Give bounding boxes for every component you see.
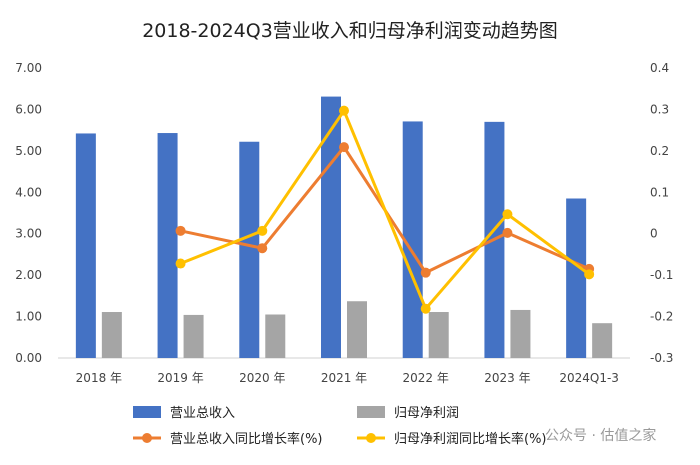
net-profit-growth-point: [175, 258, 186, 269]
x-axis-tick-label: 2018 年: [76, 371, 122, 385]
left-axis-tick-label: 6.00: [15, 102, 42, 116]
x-axis-tick-label: 2023 年: [484, 371, 530, 385]
net-profit-bar: [510, 309, 531, 358]
legend-revenue-swatch: [133, 406, 161, 418]
left-axis-tick-label: 2.00: [15, 268, 42, 282]
net-profit-growth-point: [339, 105, 349, 116]
left-axis-tick-label: 7.00: [15, 61, 42, 75]
left-axis-tick-label: 4.00: [15, 185, 42, 199]
right-axis-tick-label: 0: [650, 227, 658, 241]
revenue-bar: [566, 198, 587, 358]
net-profit-growth-point: [584, 269, 595, 280]
net-profit-growth-point: [420, 303, 431, 314]
x-axis-tick-label: 2024Q1-3: [559, 371, 619, 385]
legend-net-profit-growth-label: 归母净利润同比增长率(%): [394, 431, 547, 447]
net-profit-bar: [101, 312, 122, 358]
revenue-bar: [321, 96, 341, 358]
legend-net-profit-swatch: [357, 406, 385, 418]
axes: 0.00 1.00 2.00 3.00 4.00 5.00 6.00 7.00 -0.3 -0.2…: [15, 61, 673, 385]
right-axis-tick-label: -0.1: [650, 268, 673, 282]
legend-revenue-growth-marker: [142, 433, 152, 443]
right-axis-tick-label: 0.2: [650, 144, 669, 158]
revenue-bar: [239, 141, 260, 358]
left-axis-tick-label: 1.00: [15, 310, 42, 324]
lines: [175, 105, 595, 314]
x-axis-tick-label: 2022 年: [403, 371, 449, 385]
left-axis-tick-label: 3.00: [15, 227, 42, 241]
net-profit-bar: [592, 323, 613, 358]
net-profit-growth-line: [180, 109, 591, 311]
watermark-text: 公众号 · 估值之家: [545, 427, 656, 444]
right-axis-tick-label: 0.3: [650, 102, 669, 116]
revenue-growth-point: [339, 142, 349, 153]
net-profit-bar: [428, 312, 449, 358]
net-profit-bar: [183, 314, 204, 358]
revenue-growth-point: [257, 243, 268, 254]
x-axis-tick-label: 2021 年: [321, 371, 367, 385]
x-axis-tick-label: 2019 年: [157, 371, 203, 385]
left-axis-tick-label: 5.00: [15, 144, 42, 158]
chart-title: 2018-2024Q3营业收入和归母净利润变动趋势图: [142, 20, 558, 42]
revenue-growth-point: [420, 267, 431, 278]
right-axis-tick-label: 0.4: [650, 61, 669, 75]
net-profit-growth-point: [502, 209, 513, 220]
revenue-bar: [402, 121, 423, 358]
right-axis-tick-label: -0.2: [650, 310, 673, 324]
net-profit-bar: [265, 314, 286, 358]
right-axis-tick-label: -0.3: [650, 351, 673, 365]
legend-net-profit-growth-marker: [366, 433, 376, 443]
revenue-growth-point: [175, 225, 186, 236]
right-axis-tick-label: 0.1: [650, 185, 669, 199]
net-profit-growth-point: [257, 225, 268, 236]
legend-revenue-label: 营业总收入: [170, 406, 235, 421]
bars: [75, 96, 613, 358]
left-axis-tick-label: 0.00: [15, 351, 42, 365]
legend-revenue-growth-label: 营业总收入同比增长率(%): [170, 431, 323, 447]
net-profit-bar: [347, 301, 367, 358]
revenue-growth-point: [502, 227, 513, 238]
revenue-bar: [157, 133, 178, 358]
legend-net-profit-label: 归母净利润: [394, 406, 459, 421]
x-axis-tick-label: 2020 年: [239, 371, 285, 385]
revenue-bar: [75, 133, 96, 358]
